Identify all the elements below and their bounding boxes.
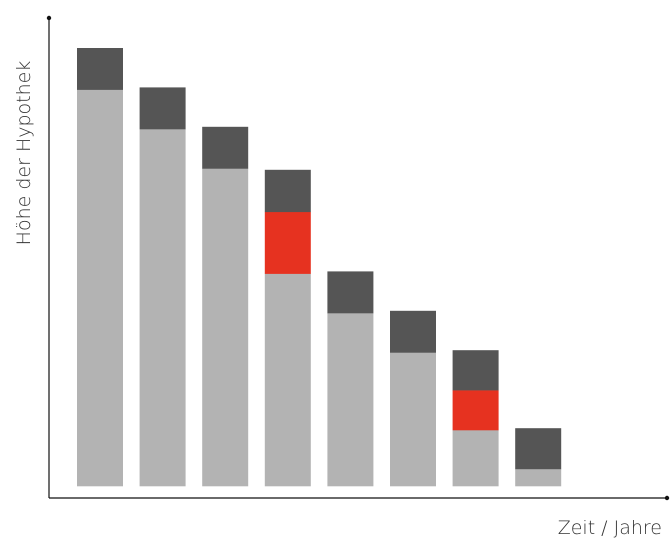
bars-group	[77, 48, 562, 487]
y-axis-label: Höhe der Hypothek	[13, 61, 35, 246]
x-axis-arrow-dot	[664, 495, 670, 501]
bar-3-top-segment	[202, 126, 249, 169]
bar-1-base-segment	[77, 89, 123, 487]
bar-7-base-segment	[452, 429, 499, 487]
bar-6-top-segment	[390, 310, 436, 353]
bar-2-top-segment	[139, 87, 186, 130]
y-axis-arrow-dot	[46, 15, 52, 21]
bar-6-base-segment	[390, 352, 436, 487]
bar-2-base-segment	[139, 129, 186, 487]
bar-5-top-segment	[327, 271, 374, 314]
bar-4-base-segment	[264, 273, 311, 487]
bar-5-base-segment	[327, 313, 374, 487]
bar-7-top-segment	[452, 350, 499, 391]
bar-8-base-segment	[515, 468, 562, 487]
bar-8-top-segment	[515, 428, 562, 470]
x-axis-label: Zeit / Jahre	[558, 517, 662, 539]
bar-3-base-segment	[202, 168, 249, 487]
bar-1-top-segment	[77, 48, 123, 90]
bar-4-highlight-segment	[264, 211, 311, 274]
bar-7-highlight-segment	[452, 390, 499, 431]
bar-4-top-segment	[264, 169, 311, 213]
